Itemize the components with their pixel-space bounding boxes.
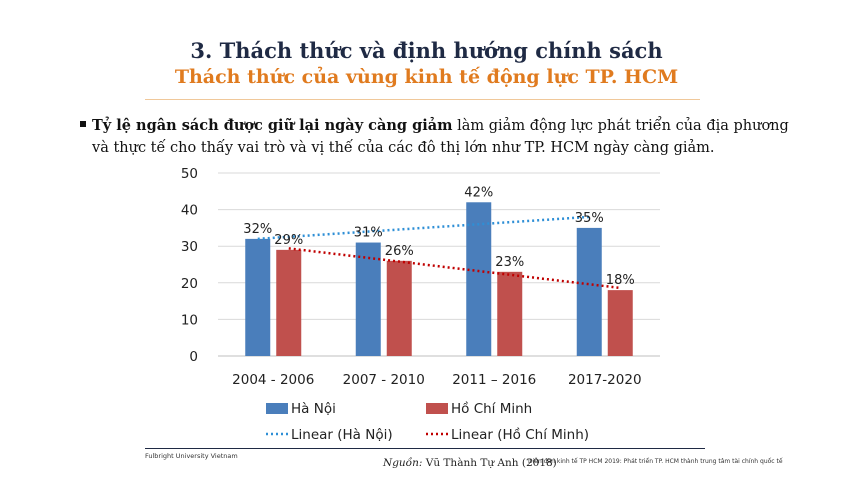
data-label: 18% xyxy=(606,273,635,288)
legend-swatch xyxy=(426,403,448,414)
bar-ha-noi xyxy=(576,227,602,356)
data-label: 35% xyxy=(575,211,604,226)
y-tick-label: 0 xyxy=(189,349,198,365)
bullet-text: làm giảm động lực phát triển của địa phư… xyxy=(92,118,789,156)
bar-ha-noi xyxy=(466,202,492,356)
data-label: 23% xyxy=(495,255,524,270)
data-label: 42% xyxy=(464,185,493,200)
y-tick-label: 20 xyxy=(181,276,198,292)
legend-label: Linear (Hồ Chí Minh) xyxy=(451,426,589,443)
trendline-ho-chi-minh xyxy=(288,247,621,290)
bar-ho-chi-minh xyxy=(607,290,633,356)
x-tick-label: 2017-2020 xyxy=(568,372,642,388)
bar-ho-chi-minh xyxy=(276,249,302,356)
source-label: Nguồn: xyxy=(383,457,423,469)
footer-event: Diễn đàn kinh tế TP HCM 2019: Phát triển… xyxy=(528,458,783,465)
bullet-square-icon xyxy=(80,121,86,127)
footer-divider xyxy=(145,448,705,449)
bullet-bold-text: Tỷ lệ ngân sách được giữ lại ngày càng g… xyxy=(92,117,453,134)
bar-ho-chi-minh xyxy=(386,260,412,356)
x-tick-label: 2011 – 2016 xyxy=(452,372,536,388)
bar-ho-chi-minh xyxy=(497,271,523,356)
title-divider xyxy=(145,99,700,100)
y-tick-label: 30 xyxy=(181,239,198,255)
trendline-ha-noi xyxy=(257,215,590,241)
legend-label: Hồ Chí Minh xyxy=(451,400,532,417)
x-tick-label: 2004 - 2006 xyxy=(232,372,314,388)
y-tick-label: 40 xyxy=(181,203,198,219)
legend-label: Linear (Hà Nội) xyxy=(291,427,393,443)
x-tick-label: 2007 - 2010 xyxy=(343,372,425,388)
data-label: 32% xyxy=(243,222,272,237)
legend-swatch xyxy=(266,403,288,414)
slide-title: 3. Thách thức và định hướng chính sách xyxy=(190,38,663,63)
bar-ha-noi xyxy=(245,238,271,356)
legend-label: Hà Nội xyxy=(291,401,336,417)
y-tick-label: 10 xyxy=(181,312,198,328)
data-label: 29% xyxy=(274,233,303,248)
slide-subtitle: Thách thức của vùng kinh tế động lực TP.… xyxy=(174,66,679,88)
bullet-point: Tỷ lệ ngân sách được giữ lại ngày càng g… xyxy=(80,115,792,159)
source-text: Vũ Thành Tự Anh (2018) xyxy=(422,457,557,469)
y-tick-label: 50 xyxy=(181,166,198,182)
bar-ha-noi xyxy=(355,242,381,356)
footer-institution: Fulbright University Vietnam xyxy=(145,452,238,460)
data-label: 31% xyxy=(354,226,383,241)
data-label: 26% xyxy=(385,244,414,259)
source-citation: Nguồn: Vũ Thành Tự Anh (2018) xyxy=(383,457,557,469)
